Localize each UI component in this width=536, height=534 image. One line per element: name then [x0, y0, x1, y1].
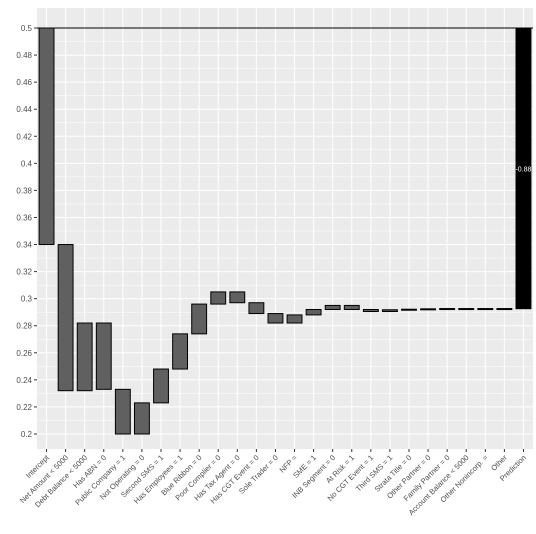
contribution-bar [133, 402, 150, 435]
y-tick-label: 0.48 [16, 51, 32, 60]
data-labels: -0.88 [515, 166, 531, 173]
contribution-bar [153, 368, 169, 404]
contribution-bar [381, 309, 398, 313]
y-tick-label: 0.42 [16, 132, 32, 141]
contribution-bar [477, 308, 494, 311]
contribution-bar [496, 308, 513, 311]
contribution-bar [210, 291, 227, 305]
contribution-bar [95, 322, 112, 390]
contribution-bar [439, 308, 456, 311]
contribution-bar [76, 322, 93, 392]
y-tick-label: 0.24 [16, 376, 32, 385]
contribution-bar [420, 308, 437, 311]
prediction-value-label: -0.88 [515, 166, 531, 173]
y-axis-ticks: 0.2 0.22 0.24 0.26 0.28 0.3 0.32 0.34 0.36 0.38 0.… [16, 24, 37, 439]
contribution-bar [267, 313, 284, 324]
y-tick-label: 0.36 [16, 213, 32, 222]
contribution-bar [57, 244, 74, 392]
y-tick-label: 0.2 [21, 430, 33, 439]
contribution-bar [305, 308, 322, 316]
plot-panel [37, 8, 533, 449]
contribution-bar [458, 308, 475, 311]
y-tick-label: 0.26 [16, 349, 32, 358]
contribution-bar [38, 27, 55, 246]
contribution-bar [114, 388, 131, 435]
contribution-bar [191, 303, 208, 335]
contribution-bar [401, 308, 417, 311]
contribution-bar [286, 314, 303, 324]
y-tick-label: 0.28 [16, 322, 32, 331]
contribution-bar [172, 333, 189, 370]
y-tick-label: 0.46 [16, 78, 32, 87]
y-tick-label: 0.4 [21, 159, 33, 168]
contribution-bar [343, 304, 360, 310]
y-tick-label: 0.44 [16, 105, 32, 114]
y-tick-label: 0.22 [16, 403, 32, 412]
y-tick-label: 0.3 [21, 295, 33, 304]
contribution-bar [248, 302, 265, 315]
bars [37, 27, 533, 435]
y-tick-label: 0.34 [16, 241, 32, 250]
contribution-bar [229, 291, 246, 304]
y-tick-label: 0.38 [16, 186, 32, 195]
y-tick-label: 0.5 [21, 24, 33, 33]
y-tick-label: 0.32 [16, 268, 32, 277]
contribution-bar [324, 304, 341, 310]
contribution-bar [362, 308, 379, 313]
